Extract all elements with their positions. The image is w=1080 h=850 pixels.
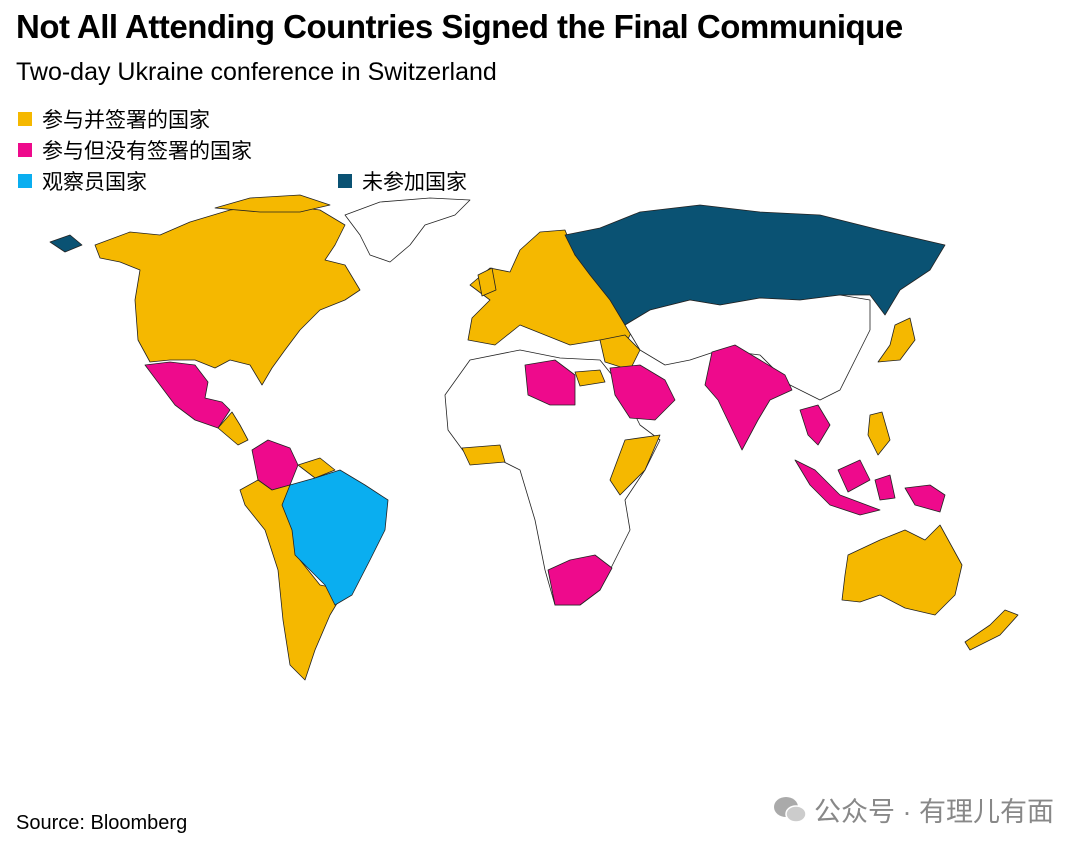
alaska-edge <box>49 234 83 253</box>
india <box>704 344 793 451</box>
borneo <box>837 459 871 493</box>
watermark-text: 公众号 · 有理儿有面 <box>814 797 1054 827</box>
mexico <box>144 361 231 429</box>
central-america <box>217 411 249 446</box>
new-zealand <box>964 609 1019 651</box>
north-america <box>94 204 361 386</box>
somalia <box>609 434 661 496</box>
legend-swatch <box>18 174 32 188</box>
asia <box>624 294 871 401</box>
title: Not All Attending Countries Signed the F… <box>16 8 903 45</box>
legend-item: 未参加国家 <box>338 166 467 196</box>
subtitle: Two-day Ukraine conference in Switzerlan… <box>16 58 497 86</box>
greenland <box>344 197 471 263</box>
legend-swatch <box>18 112 32 126</box>
middle-east <box>599 334 641 371</box>
legend-item: 参与但没有签署的国家 <box>18 135 252 165</box>
guyanas <box>297 457 336 479</box>
legend-label: 参与但没有签署的国家 <box>42 140 252 163</box>
japan <box>877 317 916 363</box>
libya <box>524 359 576 406</box>
wechat-icon <box>774 797 807 823</box>
saudi-arabia <box>609 364 676 421</box>
legend-label: 参与并签署的国家 <box>42 109 210 132</box>
uk <box>477 267 497 297</box>
legend-item: 参与并签署的国家 <box>18 104 210 134</box>
watermark: 公众号 · 有理儿有面 <box>772 790 1054 829</box>
legend-label: 观察员国家 <box>42 171 147 194</box>
west-africa <box>461 444 506 466</box>
south-africa <box>547 554 613 606</box>
legend-swatch <box>18 143 32 157</box>
philippines <box>867 411 891 456</box>
australia <box>841 524 963 616</box>
world-map <box>49 194 1019 681</box>
legend-item: 观察员国家 <box>18 166 147 196</box>
indonesia-west <box>794 459 881 516</box>
legend-swatch <box>338 174 352 188</box>
sulawesi-papua <box>874 474 946 513</box>
arctic-islands <box>214 194 331 213</box>
thailand <box>799 404 831 446</box>
legend-label: 未参加国家 <box>362 171 467 194</box>
brazil <box>281 469 389 606</box>
egypt-edge <box>574 369 606 387</box>
source: Source: Bloomberg <box>16 812 188 834</box>
russia <box>564 204 946 326</box>
